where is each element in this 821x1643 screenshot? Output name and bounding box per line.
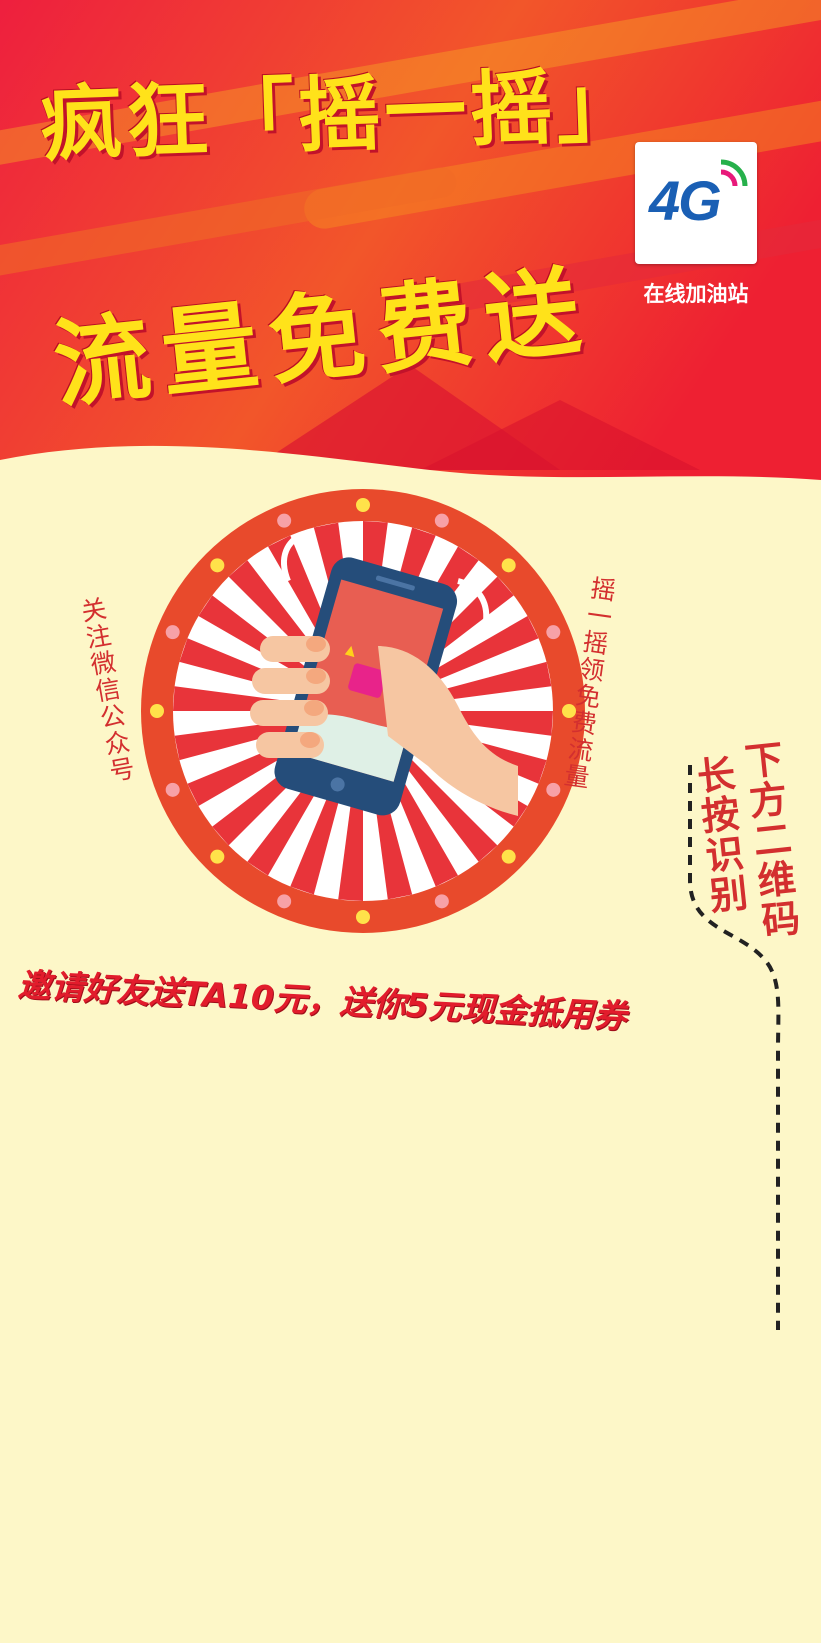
wheel-light: [210, 558, 225, 573]
wheel-light: [501, 558, 516, 573]
shake-wheel: [141, 489, 585, 933]
banner-title-line1: 疯狂「摇一摇」: [38, 57, 644, 174]
wheel-light: [277, 894, 292, 909]
wheel-light: [562, 704, 576, 718]
4g-logo: 4G: [635, 142, 757, 264]
wheel-light: [165, 782, 180, 797]
wheel-lights: [150, 498, 576, 924]
hand-shape: [250, 636, 518, 816]
follow-wechat-text: 关注微信公众号: [75, 594, 138, 786]
wheel-light: [434, 513, 449, 528]
wheel-light: [277, 513, 292, 528]
wheel-light: [356, 910, 370, 924]
wheel-light: [546, 782, 561, 797]
signal-icon: [720, 159, 748, 187]
logo-caption: 在线加油站: [643, 281, 749, 306]
wheel-light: [356, 498, 370, 512]
wheel-light: [434, 894, 449, 909]
wheel-light: [546, 625, 561, 640]
hero-banner: 疯狂「摇一摇」 流量免费送 4G 在线加油站: [0, 0, 821, 500]
shake-mark-right: [457, 578, 490, 622]
wheel-light: [501, 849, 516, 864]
invite-friend-text: 邀请好友送TA10元，送你5元现金抵用券: [16, 965, 628, 1036]
shake-mark-left: [281, 531, 305, 583]
wheel-light: [210, 849, 225, 864]
wheel-light: [165, 625, 180, 640]
4g-logo-text: 4G: [649, 169, 722, 232]
wheel-light: [150, 704, 164, 718]
